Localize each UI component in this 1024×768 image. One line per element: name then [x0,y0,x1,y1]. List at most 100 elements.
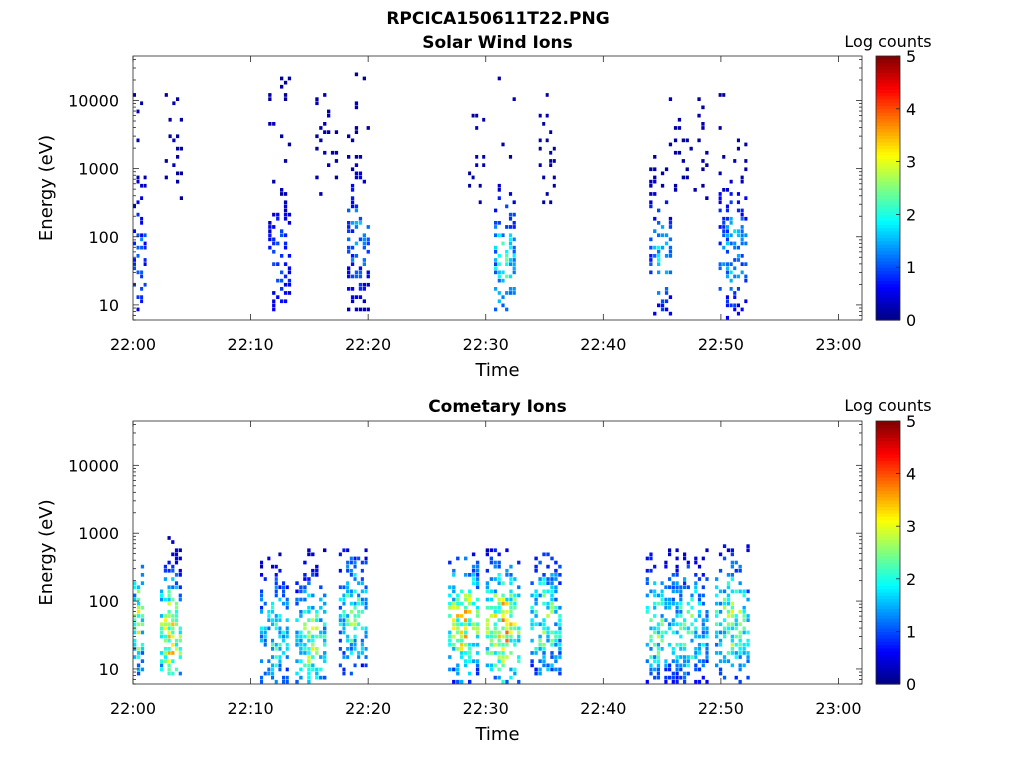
heatmap-cell [657,270,661,275]
x-tick-label: 22:20 [345,699,391,718]
heatmap-cell [350,229,355,233]
heatmap-cell [323,130,327,134]
heatmap-cell [668,601,672,606]
colorbar-segment [876,641,900,646]
heatmap-cell [357,597,361,602]
heatmap-cell [701,556,705,561]
heatmap-cell [501,626,505,631]
heatmap-cell [357,622,361,627]
heatmap-cell [285,601,289,606]
heatmap-cell [685,167,689,172]
colorbar-segment [876,453,900,458]
heatmap-cell [347,155,351,159]
heatmap-cell [268,221,272,225]
heatmap-cell [542,626,546,631]
heatmap-cell [357,593,361,598]
heatmap-cell [726,597,731,602]
heatmap-cell [517,626,521,631]
colorbar-segment [876,72,900,77]
heatmap-cell [542,618,546,622]
heatmap-cell [686,585,690,590]
heatmap-cell [683,556,687,561]
heatmap-cell [730,614,734,618]
heatmap-cell [350,295,355,299]
heatmap-cell [364,663,368,668]
heatmap-cell [668,270,673,275]
heatmap-cell [505,258,509,262]
heatmap-cell [448,634,452,639]
heatmap-cell [542,642,546,647]
heatmap-cell [664,270,669,275]
heatmap-cell [468,655,472,659]
colorbar-segment [876,247,900,252]
heatmap-cell [295,671,299,676]
heatmap-cell [271,647,275,651]
heatmap-cell [354,126,359,130]
heatmap-cell [456,605,460,610]
heatmap-cell [342,593,346,598]
panel-1: 22:00 22:10 22:20 22:30 22:40 22:50 23:0010100… [36,32,932,381]
colorbar-segment [876,155,900,159]
heatmap-cell [722,630,727,635]
heatmap-cell [512,221,516,225]
heatmap-cell [287,212,292,217]
colorbar-segment [876,440,900,445]
heatmap-cell [276,295,280,299]
heatmap-cell [734,622,738,627]
heatmap-cell [653,192,657,196]
heatmap-cell [364,626,368,631]
heatmap-cell [489,605,493,610]
x-tick-label: 22:30 [463,335,509,354]
heatmap-cell [140,295,144,299]
heatmap-cell [468,597,472,602]
heatmap-cell [362,76,366,81]
heatmap-cell [167,601,171,606]
heatmap-cell [282,601,286,606]
heatmap-cell [456,647,460,651]
heatmap-cell [738,622,742,627]
heatmap-cell [690,638,694,643]
colorbar-segment [876,434,900,439]
heatmap-cell [334,175,339,180]
heatmap-cell [493,626,497,631]
heatmap-cell [497,270,501,275]
colorbar-segment [876,125,900,130]
heatmap-cell [163,568,167,573]
heatmap-cell [315,667,319,672]
heatmap-cell [493,577,497,581]
heatmap-cell [346,560,350,565]
heatmap-cell [697,634,702,639]
heatmap-cell [347,229,351,233]
heatmap-cell [346,589,350,594]
heatmap-cell [274,679,278,684]
heatmap-cell [167,638,171,643]
heatmap-cell [738,679,742,684]
heatmap-cell [509,667,513,672]
heatmap-cell [722,216,726,221]
heatmap-cell [163,659,167,663]
heatmap-cell [513,638,517,643]
heatmap-cell [730,634,734,639]
heatmap-cell [493,634,497,639]
heatmap-cell [505,204,509,209]
heatmap-cell [311,655,315,659]
heatmap-cell [679,622,683,627]
heatmap-cell [171,642,175,647]
heatmap-cell [354,225,359,229]
colorbar-segment [876,287,900,291]
heatmap-cell [283,282,288,287]
heatmap-cell [653,605,657,610]
heatmap-cell [464,597,468,602]
ion-burst [649,97,673,316]
heatmap-cell [280,287,284,291]
heatmap-cell [550,573,554,577]
ion-burst [164,93,183,200]
heatmap-cell [501,659,505,663]
heatmap-cell [701,105,705,110]
heatmap-cell [280,254,284,258]
heatmap-cell [489,663,493,668]
heatmap-cell [675,573,679,577]
heatmap-cell [742,593,746,598]
heatmap-cell [260,597,264,602]
heatmap-cell [136,295,140,299]
